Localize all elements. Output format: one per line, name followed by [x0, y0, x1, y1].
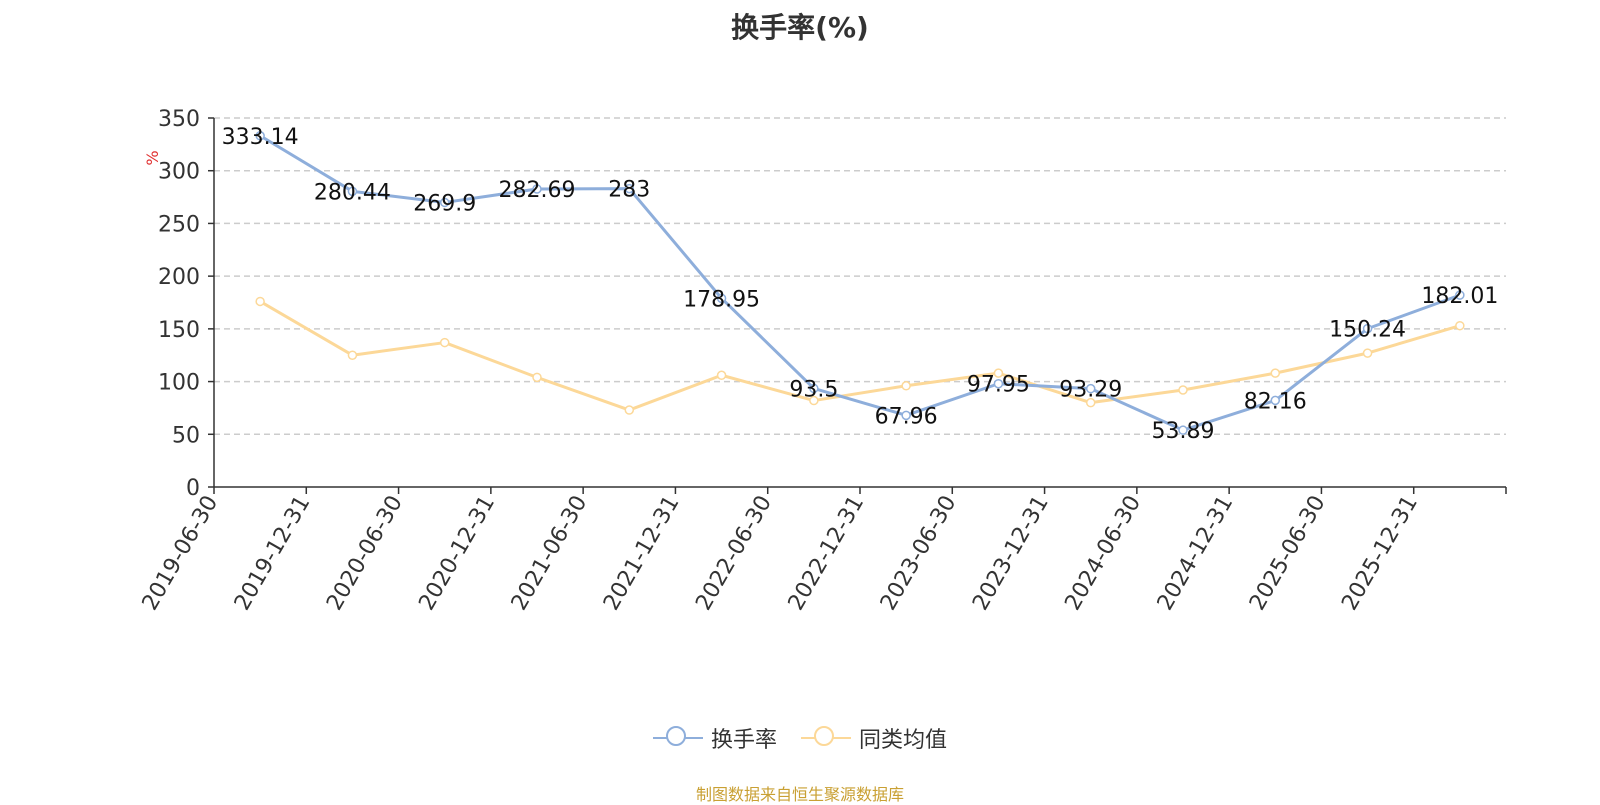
data-point — [532, 372, 542, 383]
y-tick-label: 50 — [172, 423, 200, 448]
data-point — [809, 383, 819, 394]
data-point — [255, 296, 265, 307]
data-label: 182.01 — [1421, 284, 1498, 309]
data-label: 280.44 — [314, 180, 391, 205]
source-note: 制图数据来自恒生聚源数据库 — [695, 785, 904, 804]
chart-title: 换手率(%) — [731, 11, 869, 44]
series-line — [258, 299, 1462, 412]
data-point — [716, 293, 727, 304]
data-point — [255, 131, 265, 141]
x-tick-label: 2023-06-30 — [876, 492, 962, 615]
data-point — [1362, 348, 1373, 358]
data-point — [347, 186, 358, 197]
data-point — [1362, 323, 1373, 334]
x-tick-label: 2022-12-31 — [784, 492, 870, 615]
data-label: 269.9 — [413, 191, 476, 216]
y-tick-label: 100 — [158, 371, 200, 396]
series-line — [258, 134, 1462, 432]
data-point — [624, 183, 635, 194]
data-label: 150.24 — [1329, 318, 1406, 343]
data-point — [1085, 383, 1096, 394]
x-tick-label: 2019-12-31 — [230, 492, 316, 615]
data-point — [347, 350, 358, 360]
data-point — [901, 410, 911, 421]
data-label: 282.69 — [499, 178, 576, 203]
x-tick-label: 2023-12-31 — [968, 492, 1054, 615]
data-point — [439, 337, 450, 348]
legend: 换手率 同类均值 — [0, 722, 1600, 754]
x-tick-label: 2020-12-31 — [414, 492, 500, 615]
y-tick-label: 150 — [158, 318, 200, 343]
data-label: 333.14 — [222, 125, 299, 150]
legend-item[interactable]: 同类均值 — [801, 722, 947, 754]
data-point — [716, 370, 727, 380]
data-label: 53.89 — [1152, 419, 1215, 444]
data-point — [1455, 320, 1465, 331]
x-tick-label: 2025-06-30 — [1245, 492, 1331, 615]
y-tick-label: 200 — [158, 265, 200, 290]
x-tick-label: 2025-12-31 — [1337, 492, 1423, 615]
data-point — [993, 378, 1004, 389]
data-point — [1270, 395, 1281, 406]
y-tick-label: 250 — [158, 212, 200, 237]
series-layer — [255, 131, 1465, 435]
data-point — [439, 197, 450, 208]
y-axis-label: % — [143, 150, 162, 165]
data-point — [809, 395, 819, 406]
legend-symbol-icon — [652, 725, 703, 751]
data-point — [1270, 368, 1281, 378]
data-point — [1455, 290, 1465, 300]
legend-symbol-icon — [801, 725, 851, 751]
legend-item[interactable]: 换手率 — [652, 722, 777, 754]
legend-label: 换手率 — [710, 728, 777, 753]
data-point — [1178, 425, 1188, 435]
y-tick-label: 0 — [186, 476, 200, 501]
x-tick-label: 2024-12-31 — [1153, 492, 1239, 615]
x-tick-label: 2019-06-30 — [138, 492, 224, 615]
x-tick-label: 2021-06-30 — [507, 492, 593, 615]
x-tick-label: 2022-06-30 — [691, 492, 777, 615]
data-label: 93.29 — [1059, 378, 1122, 403]
data-label: 82.16 — [1244, 389, 1307, 414]
data-label: 93.5 — [789, 377, 838, 402]
data-point — [993, 368, 1004, 378]
data-label: 97.95 — [967, 373, 1030, 398]
x-tick-label: 2020-06-30 — [322, 492, 408, 615]
x-tick-label: 2021-12-31 — [599, 492, 685, 615]
grid-layer — [214, 117, 1506, 436]
data-point — [532, 184, 542, 194]
y-tick-label: 350 — [158, 107, 200, 132]
y-tick-label: 300 — [158, 160, 200, 185]
label-layer: 333.14 280.44 269.9 282.69 283 178.95 93.5 67.9… — [222, 125, 1499, 444]
data-point — [1178, 385, 1188, 395]
data-label: 283 — [608, 178, 650, 203]
x-tick-label: 2024-06-30 — [1060, 492, 1146, 615]
data-point — [901, 381, 911, 391]
legend-label: 同类均值 — [859, 728, 948, 753]
data-label: 178.95 — [683, 287, 760, 312]
data-label: 67.96 — [875, 404, 938, 429]
data-point — [624, 405, 635, 415]
data-point — [1085, 397, 1096, 408]
